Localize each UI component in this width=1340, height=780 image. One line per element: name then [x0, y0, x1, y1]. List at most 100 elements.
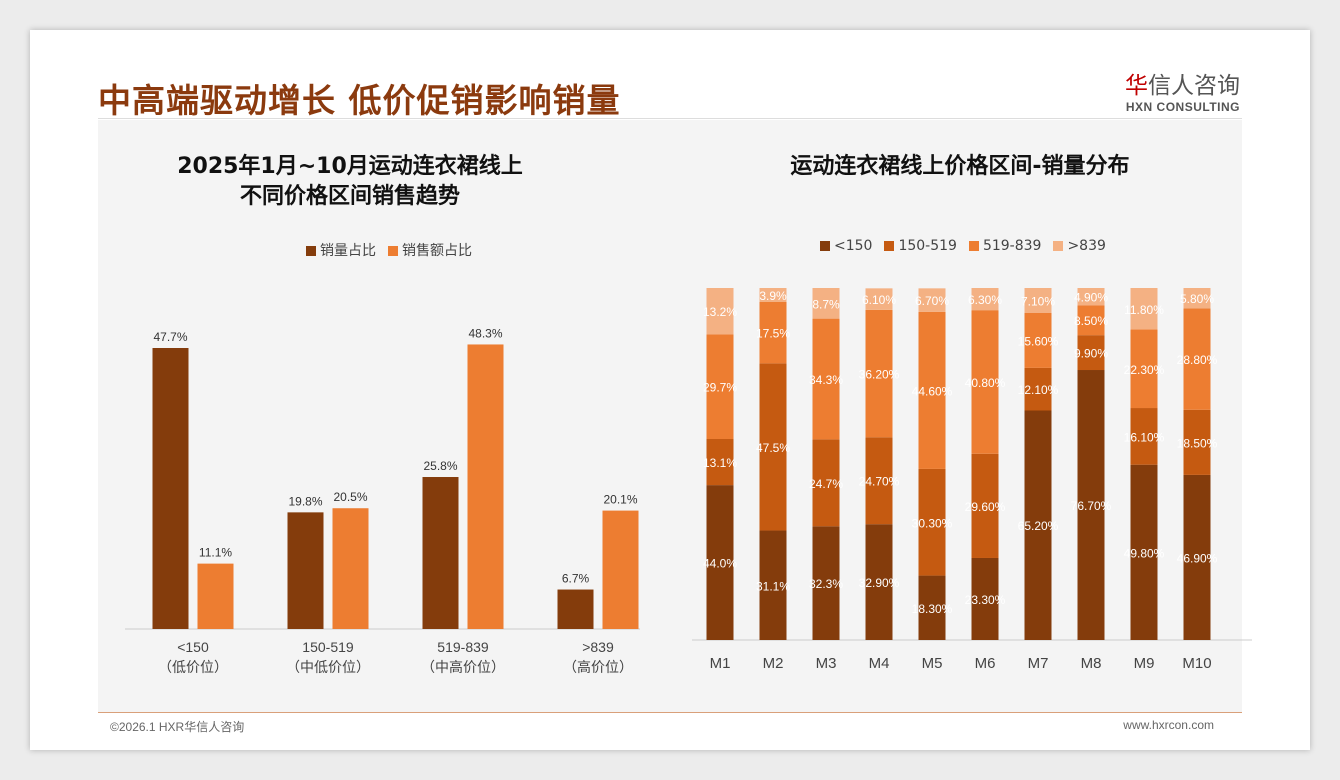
x-tick-sublabel: （中高价位）	[421, 659, 505, 676]
data-label: 15.60%	[1018, 334, 1059, 348]
data-label: 32.90%	[859, 576, 900, 590]
bar-sales	[332, 508, 369, 629]
stacked-bar-segment	[1024, 312, 1052, 368]
stacked-bar-segment	[1077, 335, 1105, 371]
bar-volume	[287, 512, 324, 629]
stacked-bar-segment	[759, 288, 787, 302]
data-label: 28.80%	[1177, 353, 1218, 367]
data-label: 23.30%	[965, 593, 1006, 607]
bar-volume	[152, 348, 189, 629]
stacked-bar-segment	[812, 288, 840, 319]
stacked-bar-segment	[1077, 305, 1105, 336]
stacked-bar-segment	[971, 288, 999, 311]
page-title: 中高端驱动增长 低价促销影响销量	[98, 81, 621, 120]
stacked-bar-segment	[971, 453, 999, 558]
stacked-bar-segment	[865, 437, 893, 525]
stacked-bar-segment	[918, 288, 946, 312]
stacked-bar-segment	[759, 363, 787, 531]
x-tick-sublabel: （高价位）	[563, 659, 633, 676]
stacked-bar-segment	[1130, 288, 1158, 330]
data-label: 48.3%	[468, 326, 502, 340]
x-tick-label: M8	[1081, 655, 1102, 672]
data-label: 18.50%	[1177, 436, 1218, 450]
x-tick-label: >839	[582, 639, 614, 655]
stacked-bar-segment	[812, 439, 840, 527]
data-label: 6.7%	[562, 572, 590, 586]
data-label: 31.1%	[756, 579, 790, 593]
logo: 华信人咨询 HXN CONSULTING	[1125, 66, 1240, 114]
data-label: 17.5%	[756, 327, 790, 341]
slide: 中高端驱动增长 低价促销影响销量 华信人咨询 HXN CONSULTING 20…	[30, 30, 1310, 750]
data-label: 11.1%	[199, 546, 232, 560]
right-legend: <150 150-519 519-839 >839	[820, 238, 1106, 254]
data-label: 13.1%	[703, 456, 737, 470]
data-label: 24.70%	[859, 475, 900, 489]
stacked-bar-segment	[812, 526, 840, 640]
stacked-bar-segment	[971, 557, 999, 640]
logo-mark: 华	[1125, 73, 1148, 99]
stacked-bar-segment	[1183, 474, 1211, 640]
stacked-bar-segment	[706, 288, 734, 335]
x-tick-label: M2	[763, 655, 784, 672]
legend-swatch	[884, 241, 895, 251]
bar-sales	[602, 510, 639, 629]
data-label: 44.60%	[912, 384, 953, 398]
stacked-bar-segment	[865, 288, 893, 310]
data-label: 8.50%	[1074, 314, 1108, 328]
stacked-bar-segment	[812, 318, 840, 440]
data-label: 3.9%	[759, 289, 787, 303]
legend-label: 销售额占比	[402, 243, 472, 259]
bar-volume	[422, 477, 459, 629]
data-label: 24.7%	[809, 477, 843, 491]
data-label: 5.80%	[1180, 292, 1214, 306]
legend-label: 销量占比	[320, 243, 376, 259]
x-tick-label: M5	[922, 655, 943, 672]
data-label: 76.70%	[1071, 499, 1112, 513]
stacked-bar-segment	[759, 301, 787, 364]
data-label: 20.1%	[603, 493, 637, 507]
stacked-bar-segment	[1024, 367, 1052, 411]
data-label: 16.10%	[1124, 430, 1165, 444]
data-label: 47.5%	[756, 441, 790, 455]
legend-swatch	[820, 241, 830, 251]
x-tick-label: M7	[1028, 655, 1049, 672]
left-chart-title-line1: 2025年1月~10月运动连衣裙线上	[177, 154, 523, 179]
bar-sales	[197, 563, 234, 629]
data-label: 29.7%	[703, 381, 737, 395]
data-label: 65.20%	[1018, 519, 1059, 533]
stacked-bar-segment	[1024, 288, 1052, 313]
data-label: 25.8%	[423, 459, 457, 473]
left-chart-title-line2: 不同价格区间销售趋势	[239, 184, 460, 209]
stacked-bar-segment	[918, 468, 946, 576]
data-label: 49.80%	[1124, 546, 1165, 560]
divider	[98, 118, 1242, 119]
data-label: 47.7%	[153, 330, 187, 344]
data-label: 22.30%	[1124, 363, 1165, 377]
data-label: 30.30%	[912, 516, 953, 530]
data-label: 32.3%	[809, 577, 843, 591]
stacked-bar-segment	[1024, 410, 1052, 640]
stacked-bar-segment	[1130, 408, 1158, 465]
x-tick-label: M10	[1182, 655, 1211, 672]
legend-item: >839	[1053, 238, 1106, 254]
stacked-bar-segment	[706, 485, 734, 640]
logo-text: 信人咨询	[1148, 73, 1240, 99]
stacked-bar-segment	[1183, 308, 1211, 410]
data-label: 7.10%	[1021, 294, 1055, 308]
data-label: 18.30%	[912, 602, 953, 616]
data-label: 20.5%	[333, 490, 367, 504]
legend-label: 150-519	[898, 238, 957, 254]
website: www.hxrcon.com	[1123, 718, 1214, 732]
stacked-bar-segment	[1077, 370, 1105, 640]
x-tick-label: 150-519	[302, 639, 354, 655]
data-label: 6.10%	[862, 293, 896, 307]
x-tick-sublabel: （低价位）	[158, 660, 228, 676]
legend-label: 519-839	[982, 238, 1042, 254]
legend-item: 销售额占比	[388, 240, 472, 260]
stacked-bar-segment	[1183, 288, 1211, 309]
legend-item: 519-839	[968, 238, 1042, 254]
x-tick-label: M6	[975, 655, 996, 672]
legend-item: 销量占比	[306, 240, 376, 260]
data-label: 8.7%	[812, 297, 840, 311]
right-chart-title: 运动连衣裙线上价格区间-销量分布	[790, 154, 1130, 179]
